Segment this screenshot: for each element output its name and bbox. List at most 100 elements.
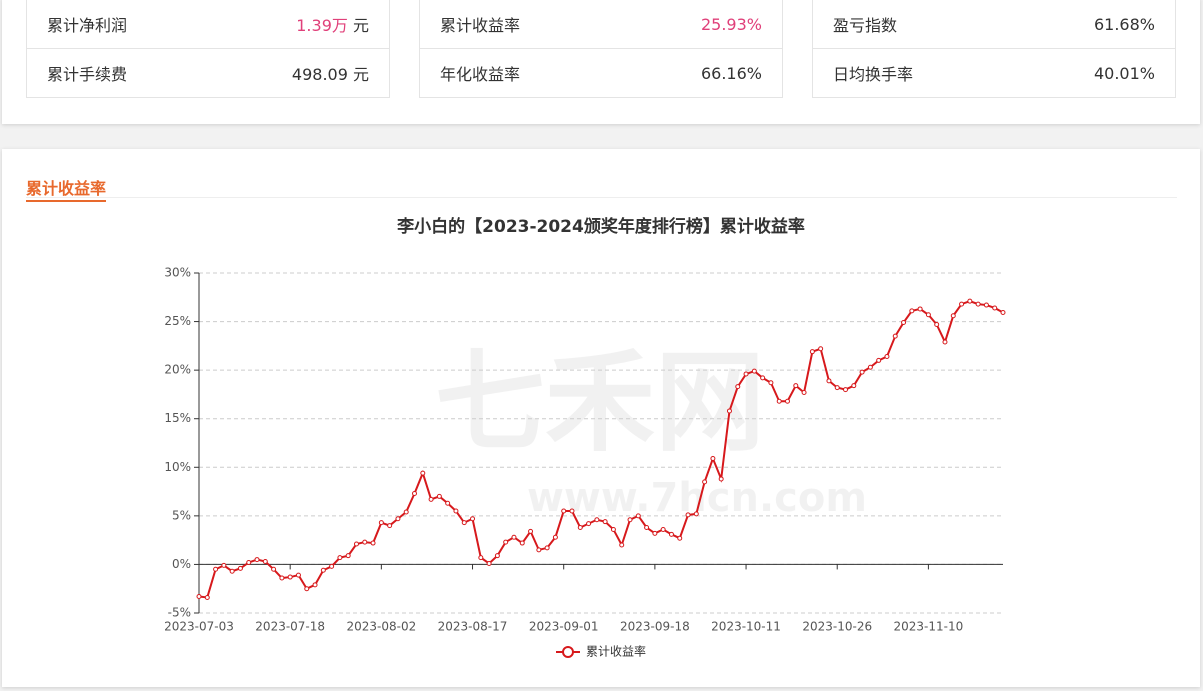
stat-value: 61.68% [1093,14,1155,34]
point [420,470,426,476]
stat-label: 年化收益率 [440,65,521,84]
stat-row: 盈亏指数 61.68% [813,0,1175,48]
point [370,540,376,546]
point [229,568,235,574]
point [561,508,567,514]
stat-value-wrap: 61.68% [1094,15,1155,34]
point [934,321,940,327]
point [776,398,782,404]
point [644,525,650,531]
point [304,586,310,592]
stat-row: 累计净利润 1.39万 元 [27,0,389,48]
point [610,526,616,532]
point [884,354,890,360]
point [826,378,832,384]
point [652,530,658,536]
point [412,491,418,497]
x-tick-label: 2023-10-26 [802,620,872,634]
x-tick-label: 2023-11-10 [894,620,964,634]
point [395,516,401,522]
point [279,575,285,581]
point [735,384,741,390]
point [552,534,558,540]
point [801,389,807,395]
stat-label: 盈亏指数 [833,16,898,35]
point [892,333,898,339]
point [959,301,965,307]
stat-unit: 元 [352,16,369,35]
stat-value: 40.01% [1093,63,1155,83]
point [511,534,517,540]
point [660,526,666,532]
point [287,574,293,580]
point [710,456,716,462]
point [237,565,243,571]
watermark: 七禾网 [435,338,765,466]
x-tick-label: 2023-07-03 [164,620,234,634]
stat-row: 累计收益率 25.93% [420,0,782,48]
point [196,593,202,599]
stat-value-wrap: 66.16% [701,64,762,83]
point [503,539,509,545]
stat-value-wrap: 25.93% [701,15,762,34]
point [859,369,865,375]
divider [26,197,1177,198]
point [693,511,699,517]
legend-marker [562,646,574,658]
stat-value-wrap: 1.39万 元 [296,12,369,36]
point [851,383,857,389]
point [536,547,542,553]
y-tick-label: 25% [164,314,191,328]
point [221,562,227,568]
point [577,525,583,531]
point [992,305,998,311]
point [784,398,790,404]
point [677,535,683,541]
point [809,349,815,355]
point [967,298,973,304]
point [726,408,732,414]
point [569,508,575,514]
point [793,383,799,389]
point [445,500,451,506]
y-tick-label: 30% [164,266,191,280]
x-tick-label: 2023-09-18 [620,620,690,634]
stat-card: 盈亏指数 61.68% 日均换手率 40.01% [812,0,1176,98]
stat-row: 日均换手率 40.01% [813,48,1175,97]
point [337,555,343,561]
stat-row: 年化收益率 66.16% [420,48,782,97]
x-tick-label: 2023-09-01 [529,620,599,634]
stat-unit: 元 [352,65,369,84]
point [751,368,757,374]
x-tick-label: 2023-08-02 [346,620,416,634]
point [1000,310,1006,316]
point [602,519,608,525]
stat-value-wrap: 40.01% [1094,64,1155,83]
stat-label: 累计手续费 [47,65,128,84]
point [461,520,467,526]
stat-card: 累计收益率 25.93% 年化收益率 66.16% [419,0,783,98]
point [436,493,442,499]
y-tick-label: 15% [164,411,191,425]
stat-label: 日均换手率 [833,65,914,84]
point [909,308,915,314]
point [262,559,268,565]
point [668,531,674,537]
stat-value: 1.39万 [296,16,348,35]
point [345,553,351,559]
y-tick-label: 0% [172,557,191,571]
point [975,301,981,307]
stat-row: 累计手续费 498.09 元 [27,48,389,97]
legend-label: 累计收益率 [586,644,646,659]
point [876,357,882,363]
stat-value-wrap: 498.09 元 [292,61,369,85]
y-tick-label: 20% [164,363,191,377]
point [901,320,907,326]
x-tick-label: 2023-07-18 [255,620,325,634]
point [702,479,708,485]
point [246,559,252,565]
point [494,553,500,559]
section-title: 累计收益率 [26,175,107,202]
